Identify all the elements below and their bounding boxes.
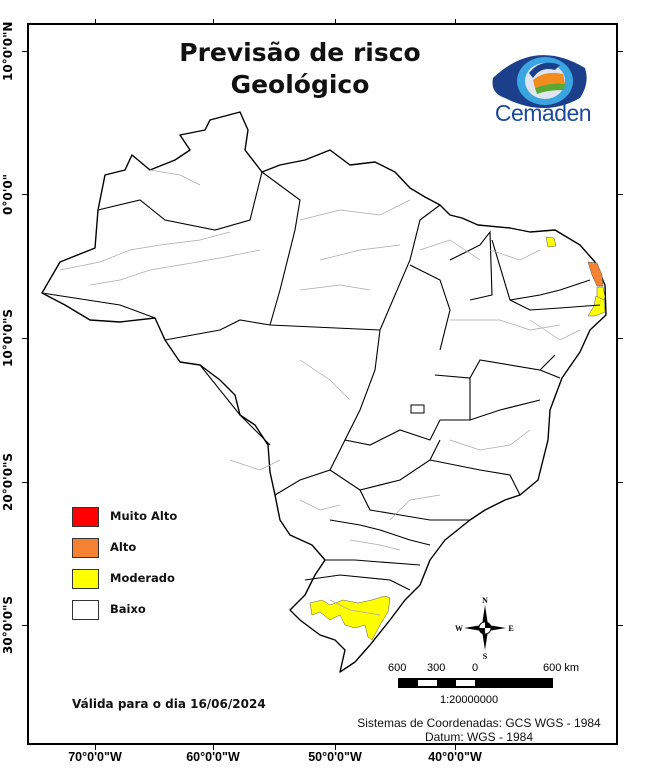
legend-label-alto: Alto bbox=[110, 540, 137, 554]
legend-label-muito-alto: Muito Alto bbox=[110, 509, 178, 523]
tick-bottom-70w bbox=[95, 744, 96, 750]
tick-bottom-40w bbox=[455, 744, 456, 750]
tick-right-10s bbox=[617, 338, 623, 339]
map-title-line1: Previsão de risco bbox=[179, 38, 421, 67]
compass-n: N bbox=[482, 596, 488, 605]
cemaden-logo-icon bbox=[492, 55, 587, 108]
risk-area-rs-moderado bbox=[309, 595, 391, 641]
scale-ratio: 1:20000000 bbox=[440, 694, 499, 706]
tick-right-10n bbox=[617, 51, 623, 52]
tick-bottom-60w bbox=[213, 744, 214, 750]
map-title-line2: Geológico bbox=[230, 70, 370, 99]
tick-top-60w bbox=[213, 19, 214, 24]
tick-bottom-50w bbox=[335, 744, 336, 750]
map-title: Previsão de risco Geológico bbox=[150, 37, 450, 101]
legend-swatch-muito-alto bbox=[72, 507, 99, 527]
validity-date: Válida para o dia 16/06/2024 bbox=[72, 697, 266, 711]
tick-left-10n bbox=[22, 51, 28, 52]
compass-w: W bbox=[455, 624, 463, 633]
tick-right-0 bbox=[617, 194, 623, 195]
tick-right-20s bbox=[617, 482, 623, 483]
compass-e: E bbox=[508, 624, 513, 633]
lon-label-70w: 70°0'0"W bbox=[68, 750, 122, 764]
risk-area-rn-alto bbox=[587, 261, 604, 287]
cemaden-logo-text: Cemaden bbox=[494, 100, 592, 126]
north-arrow-icon: N S W E bbox=[455, 596, 514, 660]
distrito-federal bbox=[410, 404, 425, 414]
lon-label-60w: 60°0'0"W bbox=[186, 750, 240, 764]
tick-left-20s bbox=[22, 482, 28, 483]
lon-label-50w: 50°0'0"W bbox=[308, 750, 362, 764]
legend-swatch-baixo bbox=[72, 600, 99, 620]
tick-left-0 bbox=[22, 194, 28, 195]
tick-top-50w bbox=[335, 19, 336, 24]
tick-right-30s bbox=[617, 625, 623, 626]
tick-left-30s bbox=[22, 625, 28, 626]
risk-area-ceara-moderado bbox=[545, 236, 557, 248]
tick-top-70w bbox=[95, 19, 96, 24]
brazil-outline bbox=[41, 111, 607, 673]
tick-top-40w bbox=[455, 19, 456, 24]
scale-label-0: 0 bbox=[472, 662, 479, 674]
scale-bar bbox=[398, 678, 553, 688]
legend-label-moderado: Moderado bbox=[110, 571, 175, 585]
lon-label-40w: 40°0'0"W bbox=[428, 750, 482, 764]
scale-label-600-km: 600 km bbox=[543, 662, 580, 674]
coordinate-system-line2: Datum: WGS - 1984 bbox=[424, 730, 534, 744]
compass-s: S bbox=[483, 652, 488, 660]
legend-swatch-moderado bbox=[72, 569, 99, 589]
scale-label-300: 300 bbox=[427, 662, 446, 674]
scale-label-600-left: 600 bbox=[388, 662, 407, 674]
legend-label-baixo: Baixo bbox=[110, 602, 146, 616]
legend-swatch-alto bbox=[72, 538, 99, 558]
coordinate-system: Sistemas de Coordenadas: GCS WGS - 1984 … bbox=[340, 716, 618, 744]
coordinate-system-line1: Sistemas de Coordenadas: GCS WGS - 1984 bbox=[357, 716, 601, 730]
tick-left-10s bbox=[22, 338, 28, 339]
